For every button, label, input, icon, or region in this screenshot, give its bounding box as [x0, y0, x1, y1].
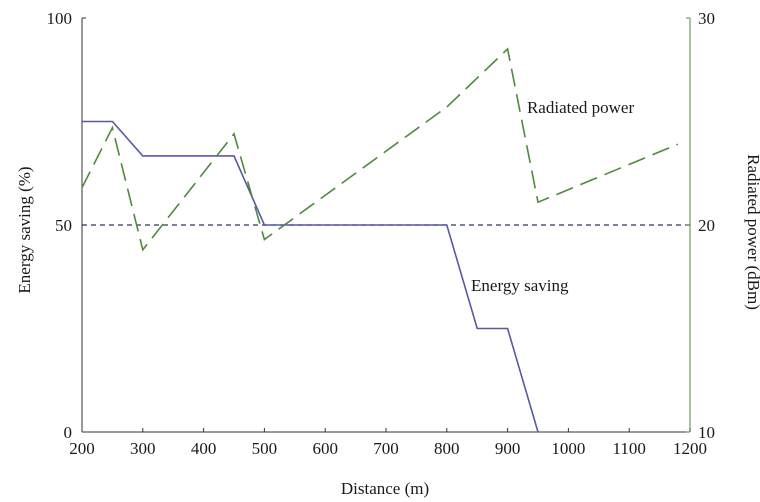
- y-right-tick-label: 10: [698, 423, 715, 442]
- tick-layer: 200 300 400 500 600 700 800 900 1000 1100 1200 0 50 1…: [47, 9, 716, 458]
- annotation-label: Energy saving: [471, 276, 569, 295]
- y-axis-right-title: Radiated power (dBm): [744, 154, 760, 310]
- series-line-energy-saving: [82, 120, 539, 433]
- x-tick-label: 1100: [613, 439, 646, 458]
- x-tick-label: 500: [252, 439, 278, 458]
- series-layer: [81, 47, 679, 433]
- y-axis-left-title: Energy saving (%): [15, 166, 34, 293]
- y-right-tick-label: 30: [698, 9, 715, 28]
- x-tick-label: 1000: [551, 439, 585, 458]
- y-left-tick-label: 100: [47, 9, 73, 28]
- y-left-tick-label: 0: [64, 423, 73, 442]
- x-tick-label: 700: [373, 439, 399, 458]
- y-right-tick-label: 20: [698, 216, 715, 235]
- x-tick-label: 300: [130, 439, 156, 458]
- annotation-label: Radiated power: [527, 98, 634, 117]
- annotation-layer: Radiated power Energy saving: [471, 98, 634, 295]
- x-tick-label: 400: [191, 439, 217, 458]
- x-tick-label: 200: [69, 439, 95, 458]
- x-axis-title: Distance (m): [341, 479, 429, 498]
- x-tick-label: 900: [495, 439, 521, 458]
- series-line-radiated-power: [81, 47, 679, 252]
- x-tick-label: 1200: [673, 439, 707, 458]
- x-tick-label: 800: [434, 439, 460, 458]
- x-tick-label: 600: [312, 439, 338, 458]
- y-left-tick-label: 50: [55, 216, 72, 235]
